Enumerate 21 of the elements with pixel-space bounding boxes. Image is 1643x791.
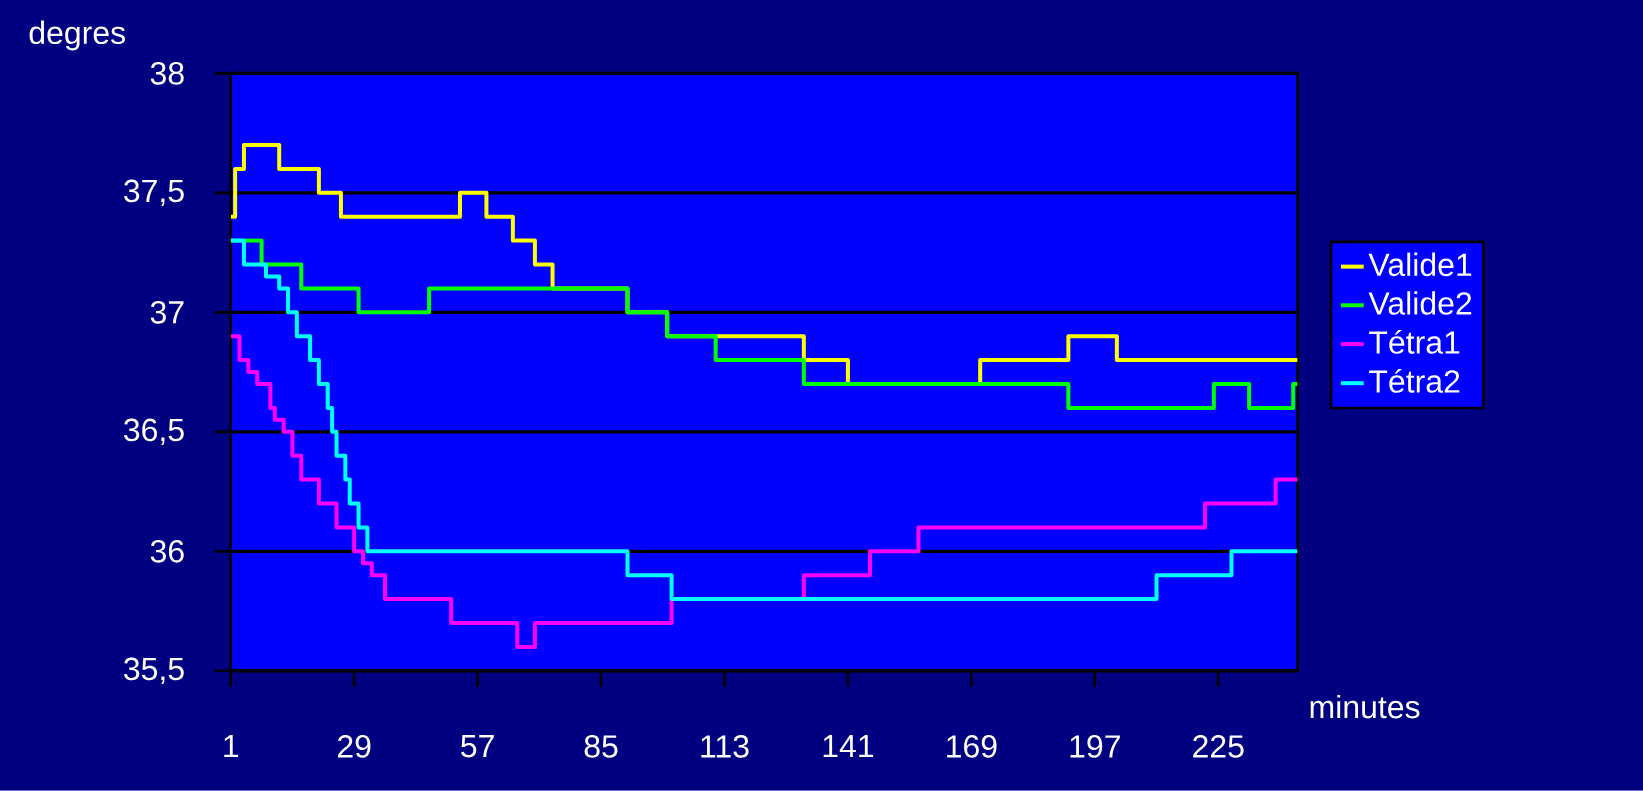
y-tick-label: 38: [150, 62, 184, 85]
x-axis-title: minutes: [1310, 694, 1420, 719]
x-tick-label: 141: [823, 735, 874, 758]
x-tick-label: 169: [947, 735, 997, 758]
y-tick-label: 36,5: [124, 418, 184, 446]
x-tick-label: 57: [461, 735, 494, 758]
y-axis-title: degres: [29, 20, 125, 51]
x-tick-label: 113: [701, 735, 749, 758]
y-tick-label: 37,5: [124, 179, 184, 207]
y-tick-label: 35,5: [124, 657, 184, 685]
x-tick-label: 197: [1070, 735, 1120, 758]
x-tick-label: 29: [337, 735, 371, 758]
legend-label: Tétra2: [1369, 369, 1460, 393]
x-tick-label: 225: [1193, 735, 1244, 758]
y-tick-label: 36: [150, 540, 184, 563]
y-tick-label: 37: [150, 301, 184, 324]
legend-label: Valide2: [1368, 291, 1472, 315]
legend-label: Valide1: [1368, 252, 1472, 277]
legend-label: Tétra1: [1369, 330, 1460, 354]
x-tick-label: 1: [224, 735, 239, 758]
x-tick-label: 85: [584, 735, 618, 758]
